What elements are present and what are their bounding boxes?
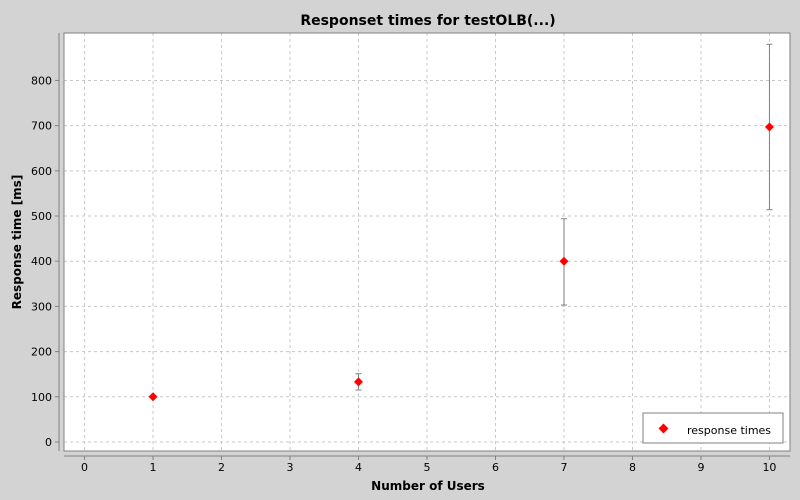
- x-axis: 0 1 2 3 4 5 6 7 8 9 10: [64, 455, 790, 474]
- legend-label: response times: [687, 424, 771, 437]
- x-tick-label: 2: [218, 461, 225, 474]
- x-tick-label: 7: [560, 461, 567, 474]
- data-point: [148, 392, 158, 402]
- legend-marker: [658, 423, 669, 434]
- y-tick-label: 200: [31, 346, 52, 359]
- x-tick-label: 5: [424, 461, 431, 474]
- y-tick-label: 400: [31, 255, 52, 268]
- x-tick-label: 8: [629, 461, 636, 474]
- x-tick-label: 3: [287, 461, 294, 474]
- x-tick-label: 6: [492, 461, 499, 474]
- chart-title: Responset times for testOLB(...): [300, 13, 555, 29]
- y-tick-label: 300: [31, 300, 52, 313]
- x-tick-label: 0: [81, 461, 88, 474]
- y-axis: 0 100 200 300 400 500 600 700 800: [31, 33, 60, 451]
- x-tick-label: 1: [150, 461, 157, 474]
- data-point: [354, 377, 364, 387]
- y-tick-label: 500: [31, 210, 52, 223]
- legend: response times: [642, 412, 784, 444]
- y-tick-label: 700: [31, 120, 52, 133]
- y-tick-label: 800: [31, 74, 52, 87]
- y-axis-label: Response time [ms]: [10, 175, 24, 310]
- x-tick-label: 4: [355, 461, 362, 474]
- series-response-times: [148, 43, 774, 402]
- x-tick-label: 9: [697, 461, 704, 474]
- data-point: [559, 256, 569, 266]
- y-tick-label: 600: [31, 165, 52, 178]
- y-tick-label: 0: [45, 436, 52, 449]
- x-axis-label: Number of Users: [371, 479, 485, 493]
- plot-frame: [63, 32, 791, 452]
- y-tick-label: 100: [31, 391, 52, 404]
- x-tick-label: 10: [762, 461, 776, 474]
- data-point: [764, 122, 774, 132]
